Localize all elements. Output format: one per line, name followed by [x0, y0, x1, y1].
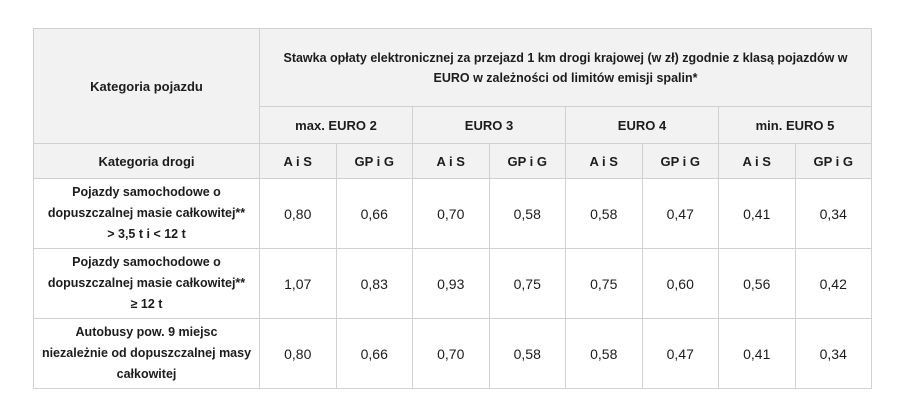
main-header-row: Kategoria pojazdu Stawka opłaty elektron…	[33, 28, 872, 144]
value-cell: 0,58	[488, 178, 566, 249]
euro-class-euro-4: EURO 4	[565, 106, 719, 144]
euro-class-min-euro-5: min. EURO 5	[718, 106, 872, 144]
value-cell: 0,75	[565, 248, 643, 319]
main-header: Stawka opłaty elektronicznej za przejazd…	[259, 28, 872, 107]
euro-class-euro-3: EURO 3	[412, 106, 566, 144]
road-category-cell: A i S	[565, 143, 643, 179]
table-row-vehicles-over-12t: Pojazdy samochodowe o dopuszczalnej masi…	[33, 248, 872, 319]
value-cell: 0,93	[412, 248, 490, 319]
road-category-cell: A i S	[259, 143, 337, 179]
row-label: Autobusy pow. 9 miejsc niezależnie od do…	[33, 318, 260, 389]
road-category-cell: A i S	[718, 143, 796, 179]
road-category-cell: A i S	[412, 143, 490, 179]
vehicle-category-header: Kategoria pojazdu	[33, 28, 260, 144]
toll-rates-table-container: Kategoria pojazdu Stawka opłaty elektron…	[33, 28, 872, 389]
value-cell: 0,56	[718, 248, 796, 319]
value-cell: 0,60	[641, 248, 719, 319]
value-cell: 0,41	[718, 318, 796, 389]
value-cell: 0,80	[259, 178, 337, 249]
toll-rates-table: Kategoria pojazdu Stawka opłaty elektron…	[33, 28, 872, 389]
road-category-header: Kategoria drogi	[33, 143, 260, 179]
row-label: Pojazdy samochodowe o dopuszczalnej masi…	[33, 178, 260, 249]
value-cell: 0,34	[794, 318, 872, 389]
value-cell: 0,47	[641, 178, 719, 249]
value-cell: 0,80	[259, 318, 337, 389]
value-cell: 0,75	[488, 248, 566, 319]
euro-class-row: max. EURO 2 EURO 3 EURO 4 min. EURO 5	[34, 106, 872, 144]
value-cell: 1,07	[259, 248, 337, 319]
value-cell: 0,58	[565, 178, 643, 249]
value-cell: 0,66	[335, 318, 413, 389]
road-category-cell: GP i G	[488, 143, 566, 179]
value-cell: 0,70	[412, 178, 490, 249]
value-cell: 0,34	[794, 178, 872, 249]
value-cell: 0,58	[565, 318, 643, 389]
value-cell: 0,66	[335, 178, 413, 249]
row-label: Pojazdy samochodowe o dopuszczalnej masi…	[33, 248, 260, 319]
value-cell: 0,83	[335, 248, 413, 319]
road-category-row: Kategoria drogi A i S GP i G A i S GP i …	[33, 143, 872, 179]
value-cell: 0,42	[794, 248, 872, 319]
road-category-cell: GP i G	[335, 143, 413, 179]
road-category-cell: GP i G	[794, 143, 872, 179]
table-row-vehicles-under-12t: Pojazdy samochodowe o dopuszczalnej masi…	[33, 178, 872, 249]
euro-class-max-euro-2: max. EURO 2	[259, 106, 413, 144]
value-cell: 0,70	[412, 318, 490, 389]
value-cell: 0,47	[641, 318, 719, 389]
road-category-cell: GP i G	[641, 143, 719, 179]
table-row-buses: Autobusy pow. 9 miejsc niezależnie od do…	[33, 318, 872, 389]
value-cell: 0,41	[718, 178, 796, 249]
value-cell: 0,58	[488, 318, 566, 389]
